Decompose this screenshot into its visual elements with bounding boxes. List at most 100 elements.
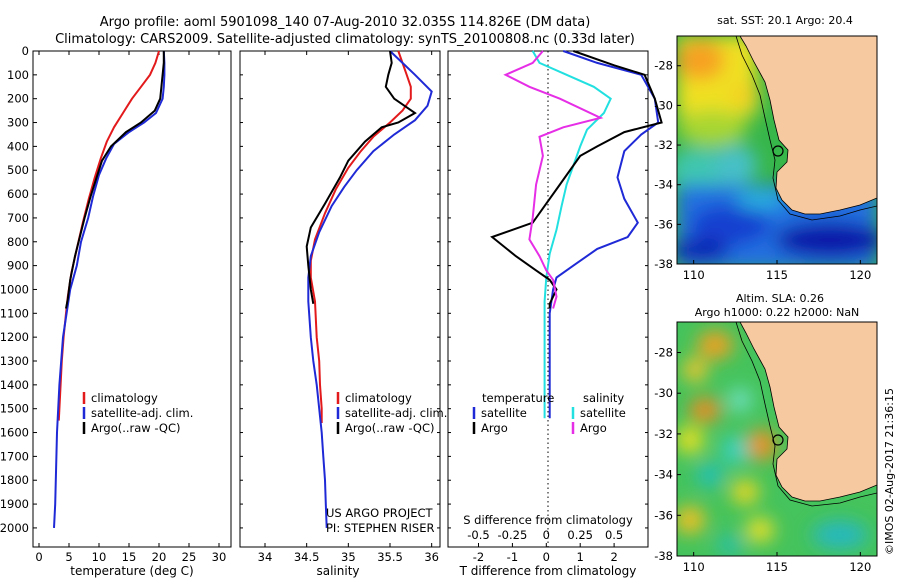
x-tick-label: 5: [65, 550, 72, 564]
y-tick-label: 1600: [0, 426, 29, 440]
salinity-lines: [305, 50, 433, 528]
shelf-contour: [735, 322, 877, 507]
map-y-tick-label: -38: [654, 257, 673, 271]
x-tick-label: 35.5: [377, 550, 403, 564]
difference-xlabel: T difference from climatology: [459, 564, 637, 578]
top-x-tick-label: -0.5: [467, 528, 489, 542]
map-x-tick-label: 110: [683, 560, 705, 574]
y-tick-label: 1800: [0, 473, 29, 487]
y-tick-label: 1700: [0, 449, 29, 463]
x-tick-label: -1: [507, 550, 518, 564]
map-y-tick-label: -38: [654, 549, 673, 563]
legend-label-sal-argo: Argo: [580, 421, 607, 435]
series-line: [65, 51, 165, 309]
map-y-tick-label: -36: [654, 508, 673, 522]
y-tick-label: 300: [7, 116, 29, 130]
map-y-tick-label: -32: [654, 138, 673, 152]
x-tick-label: 35: [341, 550, 356, 564]
watermark: ©IMOS 02-Aug-2017 21:36:15: [883, 388, 896, 555]
map-x-tick-label: 110: [683, 268, 705, 282]
x-tick-label: 30: [212, 550, 227, 564]
float-marker: [772, 434, 784, 446]
shelf-contour: [735, 36, 877, 221]
salinity-legend: climatology satellite-adj. clim. Argo(..…: [336, 391, 447, 435]
series-line: [57, 50, 160, 421]
x-tick-label: 25: [182, 550, 197, 564]
sst-field: [677, 36, 877, 264]
legend-label-argo: Argo(..raw -QC): [91, 421, 181, 435]
series-line: [531, 50, 612, 419]
y-tick-label: 700: [7, 211, 29, 225]
x-tick-label: 36: [424, 550, 439, 564]
map-y-tick-label: -34: [654, 178, 673, 192]
y-tick-label: 500: [7, 163, 29, 177]
map-y-tick-label: -28: [654, 59, 673, 73]
australia-land: [739, 322, 877, 502]
y-tick-label: 1400: [0, 378, 29, 392]
legend-label-satellite: satellite-adj. clim.: [345, 406, 447, 420]
series-line: [307, 50, 433, 528]
y-tick-label: 200: [7, 92, 29, 106]
series-line: [503, 50, 604, 309]
legend-title-temperature: temperature: [482, 391, 554, 405]
salinity-xlabel: salinity: [316, 564, 359, 578]
map-y-tick-label: -30: [654, 98, 673, 112]
temperature-xlabel: temperature (deg C): [70, 564, 193, 578]
figure-title-line1: Argo profile: aoml 5901098_140 07-Aug-20…: [100, 15, 591, 30]
y-tick-label: 2000: [0, 521, 29, 535]
y-tick-label: 400: [7, 139, 29, 153]
temperature-panel: 0100200300400500600700800900100011001200…: [0, 44, 232, 578]
x-tick-label: 0: [543, 550, 550, 564]
y-tick-label: 900: [7, 259, 29, 273]
series-line: [53, 50, 166, 528]
sla-map-title-line2: Argo h1000: 0.22 h2000: NaN: [695, 306, 860, 319]
salinity-panel: 34 34.5 35 35.5 36 salinity climatology sate…: [239, 50, 447, 578]
map-y-tick-label: -30: [654, 386, 673, 400]
difference-legend: temperature salinity satellite Argo sate…: [472, 391, 626, 435]
legend-label-argo: Argo(..raw -QC): [345, 421, 435, 435]
series-line: [305, 50, 417, 304]
project-note: US ARGO PROJECT: [326, 506, 434, 520]
salinity-x-axis: 34 34.5 35 35.5 36: [240, 50, 440, 564]
legend-label-satellite: satellite-adj. clim.: [91, 406, 193, 420]
legend-title-salinity: salinity: [583, 391, 624, 405]
difference-x-axis: -2 -1 0 1 2 -0.5 -0.25 0 0.25 0.5: [448, 50, 648, 564]
x-tick-label: 10: [92, 550, 107, 564]
x-tick-label: 15: [122, 550, 137, 564]
x-tick-label: 1: [577, 550, 584, 564]
map-x-tick-label: 115: [766, 268, 788, 282]
sla-field: [677, 322, 877, 556]
temperature-legend: climatology satellite-adj. clim. Argo(..…: [82, 391, 193, 435]
map-y-tick-label: -34: [654, 468, 673, 482]
y-tick-label: 800: [7, 235, 29, 249]
map-x-tick-label: 120: [849, 560, 871, 574]
temperature-lines: [53, 50, 166, 528]
map-y-tick-label: -32: [654, 427, 673, 441]
y-tick-label: 1000: [0, 282, 29, 296]
salinity-axes-frame: [239, 50, 441, 548]
series-line: [548, 50, 660, 419]
y-tick-label: 1900: [0, 497, 29, 511]
difference-panel: -2 -1 0 1 2 -0.5 -0.25 0 0.25 0.5 temperature sal…: [447, 50, 663, 578]
y-tick-label: 600: [7, 187, 29, 201]
legend-label-climatology: climatology: [345, 391, 412, 405]
difference-top-xlabel: S difference from climatology: [463, 513, 633, 527]
legend-label-temp-satellite: satellite: [481, 406, 527, 420]
float-marker: [772, 145, 784, 157]
top-x-tick-label: 0.25: [567, 528, 593, 542]
y-tick-label: 1300: [0, 354, 29, 368]
y-tick-label: 100: [7, 68, 29, 82]
y-tick-label: 1100: [0, 306, 29, 320]
sla-map-title-line1: Altim. SLA: 0.26: [736, 292, 824, 305]
temperature-axes-frame: [32, 50, 232, 548]
x-tick-label: 34: [258, 550, 273, 564]
sla-map-axes: 110 115 120 -28 -30 -32 -34 -36 -38: [654, 346, 871, 574]
temperature-x-axis: 0 5 10 15 20 25 30: [35, 51, 226, 564]
australia-land: [739, 36, 877, 215]
pi-note: PI: STEPHEN RISER: [326, 521, 435, 535]
legend-label-temp-argo: Argo: [481, 421, 508, 435]
x-tick-label: 2: [610, 550, 617, 564]
sst-map-axes: 110 115 120 -28 -30 -32 -34 -36 -38: [654, 59, 871, 282]
sst-map-panel: sat. SST: 20.1 Argo: 20.4 110 115 120 -28 -3…: [654, 14, 878, 282]
